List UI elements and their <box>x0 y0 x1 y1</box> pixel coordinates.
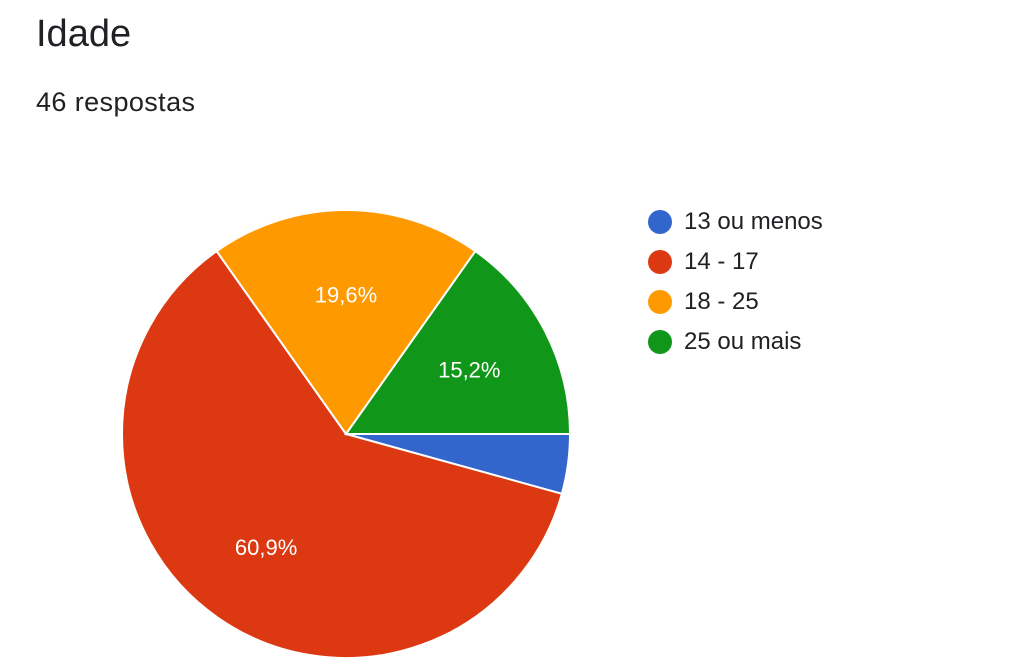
legend-item-18-25[interactable]: 18 - 25 <box>648 282 823 322</box>
pie-chart: 60,9% 19,6% 15,2% <box>121 209 572 659</box>
legend-label: 14 - 17 <box>684 248 759 275</box>
legend-item-14-17[interactable]: 14 - 17 <box>648 242 823 282</box>
response-count: 46 respostas <box>36 87 196 117</box>
legend-swatch-icon <box>648 290 672 314</box>
chart-title: Idade <box>36 13 132 55</box>
slice-label-18-25: 19,6% <box>315 283 377 308</box>
legend-label: 13 ou menos <box>684 208 823 235</box>
legend-item-13-ou-menos[interactable]: 13 ou menos <box>648 202 823 242</box>
slice-label-14-17: 60,9% <box>235 535 297 560</box>
pie-slice-14-17[interactable] <box>121 249 564 659</box>
legend-label: 25 ou mais <box>684 328 802 355</box>
slice-label-25-ou-mais: 15,2% <box>438 358 500 383</box>
pie-slice-25-ou-mais[interactable] <box>344 249 572 435</box>
legend-swatch-icon <box>648 210 672 234</box>
legend-item-25-ou-mais[interactable]: 25 ou mais <box>648 322 823 362</box>
pie-slices <box>121 209 572 659</box>
pie-slice-18-25[interactable] <box>215 209 477 436</box>
legend-swatch-icon <box>648 250 672 274</box>
chart-legend: 13 ou menos 14 - 17 18 - 25 25 ou mais <box>648 202 823 362</box>
legend-swatch-icon <box>648 330 672 354</box>
legend-label: 18 - 25 <box>684 288 759 315</box>
pie-value-labels: 60,9% 19,6% 15,2% <box>235 283 501 560</box>
